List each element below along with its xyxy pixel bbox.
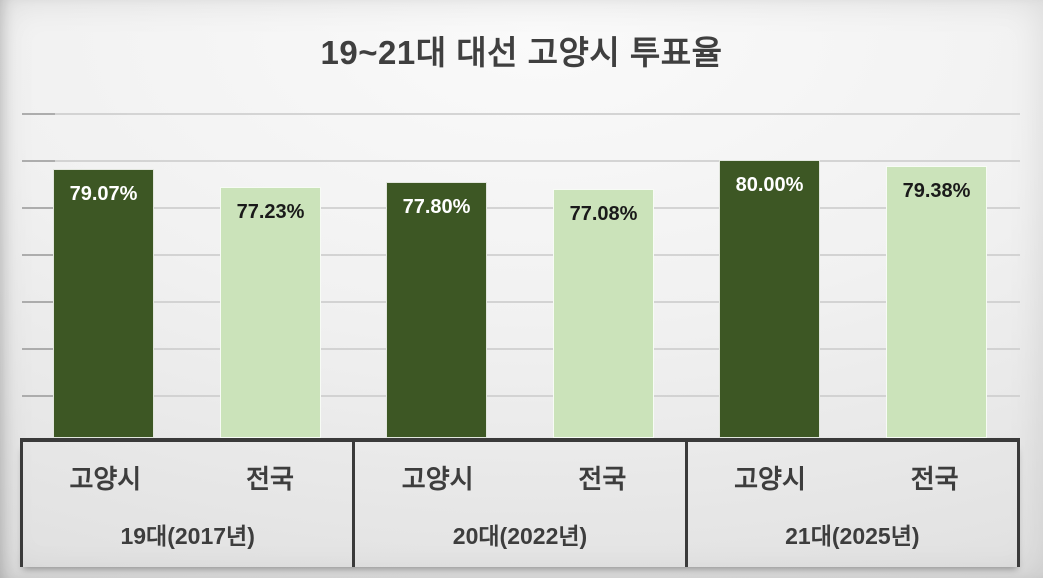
series-label: 고양시 [734,463,806,494]
bar-value-label: 80.00% [735,174,804,196]
bar-전국-19대(2017년): 77.23% [220,187,321,438]
bar-value-label: 77.08% [569,203,638,225]
gridline [22,113,1020,115]
series-label: 전국 [246,463,294,494]
category-group: 고양시 전국 21대(2025년) [688,442,1017,567]
x-axis-line [20,438,1020,442]
gridline [22,254,1020,256]
series-label-row: 고양시 전국 [688,442,1017,506]
series-label: 전국 [910,463,959,494]
group-label: 19대(2017년) [120,522,255,549]
series-label-row: 고양시 전국 [23,442,352,506]
category-group: 고양시 전국 20대(2022년) [355,442,688,567]
bar-전국-20대(2022년): 77.08% [553,189,654,438]
bar-고양시-19대(2017년): 79.07% [53,169,154,438]
category-group: 고양시 전국 19대(2017년) [23,442,356,567]
gridline [22,160,1020,162]
gridline [22,348,1020,350]
gridline [22,207,1020,209]
bar-고양시-20대(2022년): 77.80% [386,182,487,438]
group-label: 20대(2022년) [452,522,588,549]
gridline [22,301,1020,303]
category-axis: 고양시 전국 19대(2017년) 고양시 전국 20대(2022년) 고양시 전국 21대(2… [20,442,1020,567]
chart-title: 19~21대 대선 고양시 투표율 [320,34,723,71]
series-label-row: 고양시 전국 [355,442,684,506]
bar-고양시-21대(2025년): 80.00% [719,160,820,438]
gridline [22,395,1020,397]
series-label: 고양시 [69,463,142,494]
bar-value-label: 77.23% [236,201,305,223]
group-label: 21대(2025년) [785,522,920,549]
bar-value-label: 79.38% [902,180,971,202]
bar-전국-21대(2025년): 79.38% [886,166,987,438]
plot-area: 79.07% 77.23% 77.80% 77.08% 80.00% 79.38% [20,110,1020,438]
bar-value-label: 79.07% [69,183,138,205]
bar-value-label: 77.80% [402,196,471,218]
series-label: 고양시 [401,463,474,494]
series-label: 전국 [578,463,627,494]
